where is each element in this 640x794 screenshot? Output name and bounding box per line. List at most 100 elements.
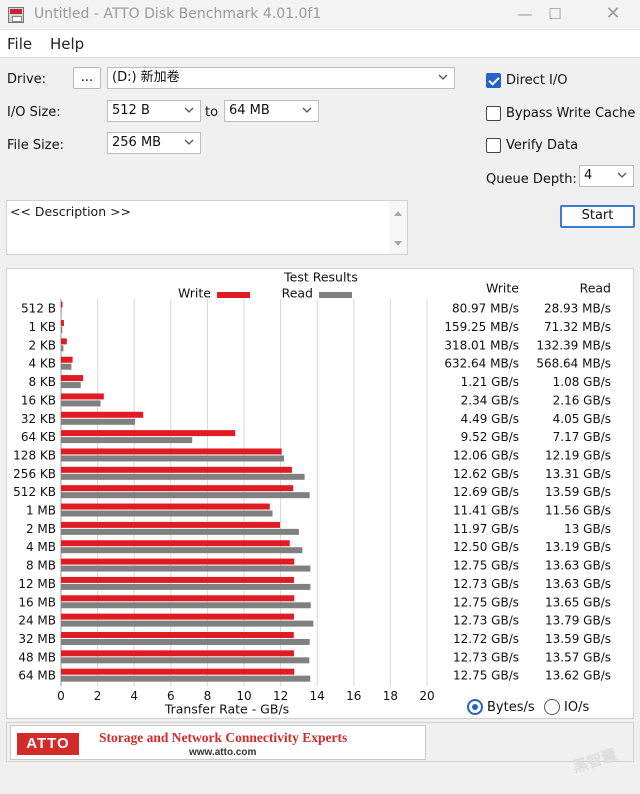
y-tick-label: 64 KB <box>21 430 56 444</box>
y-tick-label: 2 KB <box>28 338 56 352</box>
read-value-label: 11.56 GB/s <box>545 504 611 518</box>
write-bar <box>61 393 104 400</box>
write-value-label: 12.72 GB/s <box>453 632 519 646</box>
read-value-label: 13.31 GB/s <box>545 467 611 481</box>
results-panel: Test Results Write Read Write Read 0 2 4 6 8… <box>6 268 634 719</box>
window-title: Untitled - ATTO Disk Benchmark 4.01.0f1 <box>34 6 322 22</box>
bypass-write-cache-checkbox[interactable] <box>486 106 501 121</box>
y-tick-label: 32 KB <box>21 412 56 426</box>
app-icon <box>8 7 24 23</box>
write-bar <box>61 595 295 602</box>
read-value-label: 13.63 GB/s <box>545 577 611 591</box>
atto-banner[interactable]: ATTO Storage and Network Connectivity Ex… <box>10 725 426 760</box>
read-bar <box>61 657 310 664</box>
read-bar <box>61 638 310 645</box>
y-tick-label: 4 MB <box>26 540 56 554</box>
x-tick-label: 2 <box>94 689 102 703</box>
read-value-label: 13.59 GB/s <box>545 632 611 646</box>
y-tick-label: 128 KB <box>13 448 56 462</box>
io-size-label: I/O Size: <box>7 105 61 120</box>
read-bar <box>61 583 311 590</box>
chevron-down-icon <box>184 139 194 145</box>
transfer-rate-chart: Test Results Write Read Write Read 0 2 4 6 8… <box>13 270 611 717</box>
legend-read-label: Read <box>282 286 313 301</box>
chevron-down-icon <box>184 107 194 113</box>
description-scrollbar[interactable] <box>389 201 407 254</box>
read-value-label: 1.08 GB/s <box>553 375 611 389</box>
legend-write-swatch <box>217 292 250 298</box>
write-bar <box>61 631 294 638</box>
atto-logo: ATTO <box>17 733 79 755</box>
browse-button[interactable]: ... <box>73 67 101 89</box>
write-value-label: 12.75 GB/s <box>453 669 519 683</box>
read-value-label: 71.32 MB/s <box>544 320 611 334</box>
title-bar: Untitled - ATTO Disk Benchmark 4.01.0f1 … <box>0 0 640 30</box>
drive-select[interactable]: (D:) 新加卷 <box>107 67 455 89</box>
io-size-max-value: 64 MB <box>229 103 270 118</box>
file-size-select[interactable]: 256 MB <box>107 132 201 154</box>
read-bar <box>61 437 193 444</box>
write-value-label: 11.97 GB/s <box>453 522 519 536</box>
x-tick-label: 10 <box>236 689 251 703</box>
menu-help[interactable]: Help <box>50 35 85 53</box>
start-button[interactable]: Start <box>560 205 635 228</box>
minimize-button[interactable]: — <box>517 5 533 23</box>
write-value-label: 318.01 MB/s <box>444 338 519 352</box>
write-value-label: 12.50 GB/s <box>453 540 519 554</box>
write-value-label: 12.73 GB/s <box>453 577 519 591</box>
plot-area: 0 2 4 6 8 10 12 14 16 18 20 512 B 80.97 MB/s 28.93 MB… <box>13 299 611 703</box>
banner-tagline: Storage and Network Connectivity Experts <box>99 730 348 745</box>
results-title: Test Results <box>283 270 358 285</box>
x-tick-label: 18 <box>383 689 398 703</box>
read-value-label: 12.19 GB/s <box>545 448 611 462</box>
read-bar <box>61 455 285 462</box>
write-bar <box>61 375 84 382</box>
write-value-label: 9.52 GB/s <box>461 430 519 444</box>
write-value-label: 2.34 GB/s <box>461 393 519 407</box>
x-tick-label: 14 <box>310 689 325 703</box>
io-per-sec-radio[interactable] <box>544 699 560 715</box>
io-size-min-select[interactable]: 512 B <box>107 100 201 122</box>
write-bar <box>61 338 67 345</box>
read-value-label: 28.93 MB/s <box>544 302 611 316</box>
read-bar <box>61 327 63 334</box>
read-bar <box>61 620 314 627</box>
read-value-label: 132.39 MB/s <box>536 338 611 352</box>
write-bar <box>61 668 295 675</box>
verify-data-checkbox[interactable] <box>486 138 501 153</box>
io-size-max-select[interactable]: 64 MB <box>224 100 319 122</box>
queue-depth-select[interactable]: 4 <box>579 165 634 187</box>
x-tick-label: 8 <box>204 689 212 703</box>
write-bar <box>61 613 294 620</box>
write-bar <box>61 485 294 492</box>
direct-io-checkbox[interactable] <box>486 73 501 88</box>
banner-url: www.atto.com <box>189 747 257 758</box>
write-bar <box>61 576 294 583</box>
read-value-label: 2.16 GB/s <box>553 393 611 407</box>
y-tick-label: 512 B <box>21 302 56 316</box>
file-size-label: File Size: <box>7 138 64 153</box>
direct-io-label[interactable]: Direct I/O <box>506 73 568 88</box>
y-tick-label: 1 KB <box>28 320 56 334</box>
y-tick-label: 256 KB <box>13 467 56 481</box>
menu-file[interactable]: File <box>7 35 33 53</box>
read-value-label: 13.19 GB/s <box>545 540 611 554</box>
read-bar <box>61 510 273 517</box>
read-bar <box>61 345 64 352</box>
verify-data-label[interactable]: Verify Data <box>506 138 579 153</box>
close-button[interactable]: ✕ <box>605 3 621 24</box>
bytes-per-sec-label[interactable]: Bytes/s <box>487 700 535 715</box>
y-tick-label: 1 MB <box>26 504 56 518</box>
bytes-per-sec-radio[interactable] <box>467 699 483 715</box>
maximize-button[interactable]: ☐ <box>548 5 562 23</box>
write-bar <box>61 521 281 528</box>
io-per-sec-label[interactable]: IO/s <box>564 700 590 715</box>
description-text: << Description >> <box>10 204 132 219</box>
description-box[interactable]: << Description >> <box>6 200 408 255</box>
x-tick-label: 0 <box>57 689 65 703</box>
column-header-read: Read <box>580 281 611 296</box>
read-value-label: 13 GB/s <box>564 522 611 536</box>
bypass-write-cache-label[interactable]: Bypass Write Cache <box>506 106 636 121</box>
x-tick-label: 6 <box>167 689 175 703</box>
read-bar <box>61 675 311 682</box>
